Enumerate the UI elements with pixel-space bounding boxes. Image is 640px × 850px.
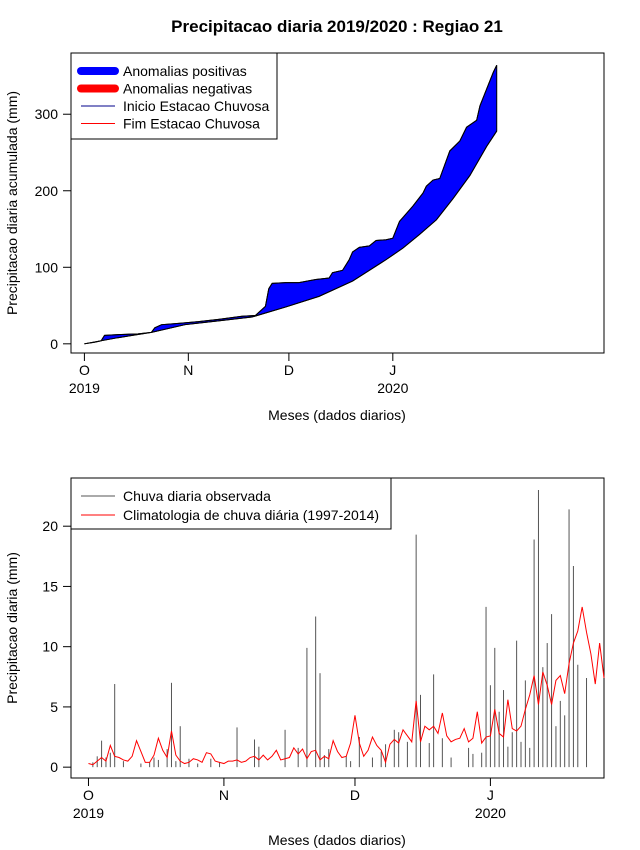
plot2-y-axis: 0 5 10 15 20 [42, 518, 71, 775]
x-tick-label: D [350, 787, 360, 803]
daily-bars [92, 490, 588, 768]
y-tick-label: 100 [35, 259, 59, 275]
legend-label: Inicio Estacao Chuvosa [123, 98, 270, 114]
x-year-label: 2020 [377, 380, 408, 396]
plot2-y-label: Precipitacao diaria (mm) [4, 552, 20, 704]
x-year-label: 2020 [475, 805, 506, 821]
y-tick-label: 200 [35, 183, 59, 199]
x-tick-label: D [284, 362, 294, 378]
x-tick-label: O [79, 362, 90, 378]
x-tick-label: J [487, 787, 494, 803]
climatology-series-line [88, 606, 605, 766]
climatology-cumulative-line [84, 130, 498, 345]
legend-label: Anomalias positivas [123, 63, 247, 79]
y-tick-label: 5 [50, 699, 58, 715]
plot1-x-label: Meses (dados diarios) [268, 407, 406, 423]
chart-title: Precipitacao diaria 2019/2020 : Regiao 2… [171, 17, 503, 36]
y-tick-label: 10 [42, 639, 58, 655]
legend-label: Chuva diaria observada [123, 488, 271, 504]
legend-box [70, 477, 392, 530]
x-tick-label: N [183, 362, 193, 378]
y-tick-label: 15 [42, 578, 58, 594]
plot1-legend: Anomalias positivas Anomalias negativasIn… [70, 52, 278, 140]
y-tick-label: 0 [50, 336, 58, 352]
plot2-x-label: Meses (dados diarios) [268, 832, 406, 848]
y-tick-label: 300 [35, 106, 59, 122]
plot1-y-axis: 0 100 200 300 [35, 106, 71, 352]
x-year-label: 2019 [73, 805, 104, 821]
plot1-y-label: Precipitacao diaria acumulada (mm) [4, 91, 20, 315]
climatology-line [88, 606, 605, 766]
x-tick-label: O [83, 787, 94, 803]
cumulative-precip-plot: O 2019 N D J 2020 0 100 200 300 Meses (dados dia… [4, 52, 605, 423]
y-tick-label: 20 [42, 518, 58, 534]
plot1-frame [70, 52, 605, 354]
y-tick-label: 0 [50, 759, 58, 775]
anomaly-area [84, 65, 498, 345]
legend-label: Fim Estacao Chuvosa [123, 116, 260, 132]
legend-label: Climatologia de chuva diária (1997-2014) [123, 507, 379, 523]
plot1-x-axis: O 2019 N D J 2020 [69, 353, 409, 396]
x-tick-label: N [219, 787, 229, 803]
plot2-legend: Chuva diaria observada Climatologia de ch… [70, 477, 392, 530]
x-tick-label: J [389, 362, 396, 378]
observed-cumulative-line [84, 65, 498, 345]
x-year-label: 2019 [69, 380, 100, 396]
legend-label: Anomalias negativas [123, 81, 252, 97]
daily-precip-plot: O 2019 N D J 2020 0 5 10 15 20 Meses (dados diari… [4, 477, 605, 848]
plot2-x-axis: O 2019 N D J 2020 [73, 778, 506, 821]
